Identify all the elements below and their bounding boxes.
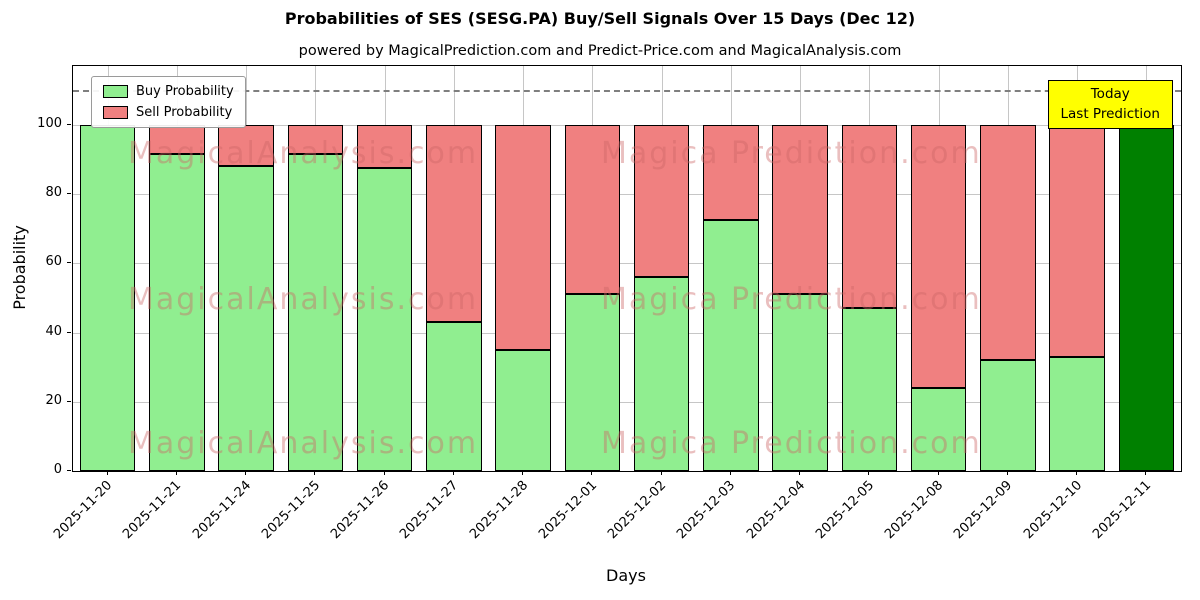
gridline-y-40 xyxy=(73,332,1181,334)
gridline-y-20 xyxy=(73,401,1181,403)
bar-sell-segment xyxy=(910,124,967,388)
sell-probability-swatch-icon xyxy=(103,106,128,119)
today-annotation-line1: Today xyxy=(1090,86,1130,102)
legend-label-buy: Buy Probability xyxy=(136,84,234,99)
x-tick-label: 2025-12-09 xyxy=(951,478,1016,543)
x-tick-label: 2025-12-03 xyxy=(674,478,739,543)
bar-buy-segment xyxy=(564,294,621,471)
x-tick-label: 2025-11-21 xyxy=(120,478,185,543)
x-axis-label: Days xyxy=(606,566,646,585)
today-annotation-line2: Last Prediction xyxy=(1060,105,1160,122)
bar-buy-segment xyxy=(287,154,344,471)
bar-buy-segment xyxy=(149,154,205,471)
gridline-y-100 xyxy=(73,124,1181,126)
x-tick-label: 2025-12-04 xyxy=(743,478,808,543)
y-tick-mark xyxy=(67,123,71,125)
bar-sell-segment xyxy=(356,124,413,169)
bar-buy-segment xyxy=(980,360,1036,471)
bar-buy-segment xyxy=(218,166,274,471)
x-tick-label: 2025-12-11 xyxy=(1089,478,1154,543)
bar-buy-segment xyxy=(1049,356,1105,471)
today-annotation: Today Last Prediction xyxy=(1047,80,1173,130)
bar-buy-segment xyxy=(841,308,898,471)
x-tick-label: 2025-12-01 xyxy=(535,478,600,543)
bar-sell-segment xyxy=(426,124,482,323)
bar-buy-segment xyxy=(633,277,690,471)
x-tick-label: 2025-12-05 xyxy=(812,478,877,543)
plot-area: Buy Probability Sell Probability Today L… xyxy=(72,65,1182,472)
bar-sell-segment xyxy=(980,124,1036,361)
y-tick-mark xyxy=(67,400,71,402)
legend-label-sell: Sell Probability xyxy=(136,105,233,120)
bar-buy-segment xyxy=(910,387,967,471)
bar-buy-segment xyxy=(495,349,551,471)
bar-sell-segment xyxy=(287,124,344,155)
bar-buy-segment xyxy=(79,124,136,471)
x-tick-label: 2025-11-27 xyxy=(397,478,462,543)
bar-buy-segment xyxy=(772,294,828,471)
y-tick-mark xyxy=(67,331,71,333)
bar-sell-segment xyxy=(149,124,205,155)
bar-buy-segment xyxy=(703,220,759,471)
x-tick-label: 2025-11-28 xyxy=(466,478,531,543)
x-tick-label: 2025-12-02 xyxy=(605,478,670,543)
x-tick-label: 2025-12-08 xyxy=(882,478,947,543)
dashed-threshold-line xyxy=(73,90,1181,93)
legend-item-sell: Sell Probability xyxy=(103,105,234,120)
y-tick-mark xyxy=(67,193,71,195)
bar-sell-segment xyxy=(841,124,898,309)
bar-sell-segment xyxy=(1049,124,1105,357)
bar-sell-segment xyxy=(218,124,274,167)
bar-today-segment xyxy=(1118,124,1175,471)
chart-subtitle: powered by MagicalPrediction.com and Pre… xyxy=(298,43,902,59)
bar-sell-segment xyxy=(564,124,621,295)
y-axis-label-container: Probability xyxy=(0,65,38,470)
bar-buy-segment xyxy=(356,168,413,471)
bar-sell-segment xyxy=(772,124,828,295)
legend-item-buy: Buy Probability xyxy=(103,84,234,99)
x-tick-label: 2025-11-20 xyxy=(51,478,116,543)
y-tick-mark xyxy=(67,470,71,471)
y-axis-label: Probability xyxy=(9,225,29,310)
legend: Buy Probability Sell Probability xyxy=(91,76,246,128)
chart-title: Probabilities of SES (SESG.PA) Buy/Sell … xyxy=(284,9,916,28)
buy-probability-swatch-icon xyxy=(103,85,128,98)
y-tick-mark xyxy=(67,262,71,264)
x-tick-label: 2025-11-26 xyxy=(328,478,393,543)
bar-buy-segment xyxy=(426,322,482,471)
bar-sell-segment xyxy=(495,124,551,350)
bar-sell-segment xyxy=(703,124,759,221)
x-tick-label: 2025-11-25 xyxy=(258,478,323,543)
bar-sell-segment xyxy=(633,124,690,278)
x-tick-label: 2025-11-24 xyxy=(189,478,254,543)
gridline-y-60 xyxy=(73,263,1181,265)
gridline-y-80 xyxy=(73,194,1181,196)
x-tick-label: 2025-12-10 xyxy=(1020,478,1085,543)
